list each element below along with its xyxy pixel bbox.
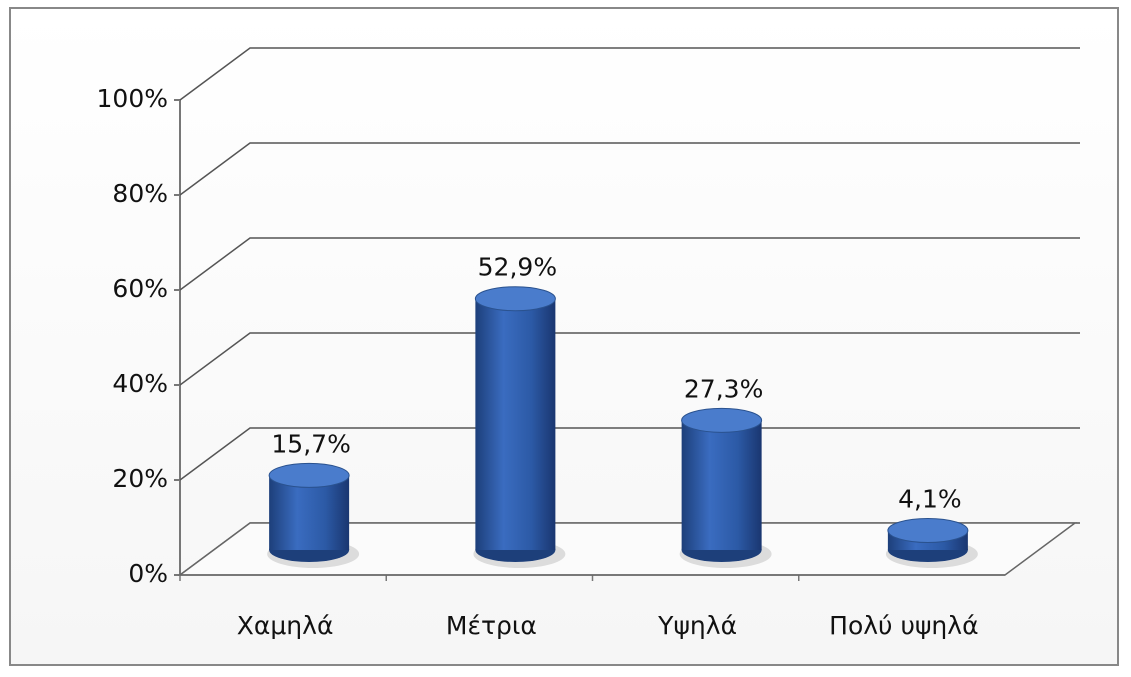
bar-top xyxy=(681,407,763,433)
bar-top xyxy=(474,286,556,312)
grid-line xyxy=(179,142,1080,196)
bar-top xyxy=(887,518,969,544)
x-tick-label: Χαμηλά xyxy=(237,611,334,640)
grid-line xyxy=(179,47,1080,101)
x-tick-label: Πολύ υψηλά xyxy=(829,611,978,640)
grid-line xyxy=(179,237,1080,291)
y-tick-label: 60% xyxy=(112,274,168,303)
bar xyxy=(681,420,762,550)
x-tick-label: Υψηλά xyxy=(657,611,737,640)
y-tick-label: 40% xyxy=(112,369,168,398)
y-tick-label: 20% xyxy=(112,464,168,493)
y-tick-label: 80% xyxy=(112,179,168,208)
bar xyxy=(475,298,556,550)
data-label: 27,3% xyxy=(684,374,763,403)
data-label: 4,1% xyxy=(898,485,962,514)
y-tick-label: 0% xyxy=(128,559,168,588)
x-tick-label: Μέτρια xyxy=(446,611,537,640)
data-label: 52,9% xyxy=(478,253,557,282)
grid-line xyxy=(179,332,1080,386)
y-tick-label: 100% xyxy=(97,84,168,113)
data-label: 15,7% xyxy=(271,429,350,458)
grid-line xyxy=(179,427,1080,481)
bar-top xyxy=(268,462,350,488)
